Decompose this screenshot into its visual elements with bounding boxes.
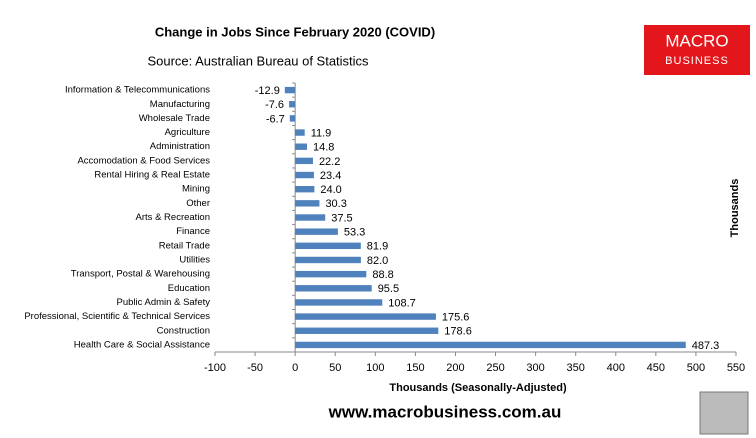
y-tick-label: Utilities	[179, 254, 210, 265]
bar	[295, 299, 383, 306]
bar	[295, 129, 305, 136]
y-tick-label: Rental Hiring & Real Estate	[94, 170, 210, 181]
data-label: 11.9	[311, 127, 332, 139]
bar	[295, 200, 320, 207]
y-tick-label: Arts & Recreation	[136, 212, 210, 223]
y-tick-label: Other	[186, 198, 210, 209]
bar	[289, 101, 296, 108]
bar	[295, 143, 308, 150]
x-tick-label: 50	[329, 362, 341, 374]
data-label: -6.7	[266, 113, 285, 125]
y-tick-label: Professional, Scientific & Technical Ser…	[24, 311, 210, 322]
bar	[295, 228, 338, 235]
y-tick-label: Education	[168, 283, 210, 294]
logo-text: MACRO	[665, 31, 728, 50]
data-label: 22.2	[319, 156, 340, 168]
y-tick-label: Information & Telecommunications	[65, 85, 210, 96]
x-tick-label: 200	[446, 362, 464, 374]
bar	[295, 270, 367, 278]
data-label: 178.6	[444, 326, 472, 338]
data-label: -12.9	[255, 85, 280, 97]
x-axis-title: Thousands (Seasonally-Adjusted)	[389, 382, 567, 394]
right-axis-title: Thousands	[729, 179, 741, 238]
data-label: 487.3	[692, 340, 720, 352]
data-label: 23.4	[320, 170, 341, 182]
chart-title: Change in Jobs Since February 2020 (COVI…	[155, 24, 435, 39]
bar	[295, 327, 439, 334]
footer: www.macrobusiness.com.au	[328, 402, 562, 421]
y-tick-label: Agriculture	[165, 127, 210, 138]
bar	[295, 313, 436, 320]
x-tick-label: -50	[247, 362, 263, 374]
data-label: 53.3	[344, 227, 365, 239]
data-label: 81.9	[367, 241, 388, 253]
y-tick-label: Finance	[176, 226, 210, 237]
y-tick-label: Health Care & Social Assistance	[74, 339, 210, 350]
x-tick-label: -100	[204, 362, 226, 374]
x-tick-label: 350	[567, 362, 585, 374]
data-label: 24.0	[320, 184, 341, 196]
x-tick-label: 500	[687, 362, 705, 374]
y-tick-label: Construction	[157, 325, 210, 336]
logo-box	[644, 25, 750, 75]
bar	[295, 185, 315, 193]
bar	[295, 341, 686, 349]
x-tick-label: 0	[292, 362, 298, 374]
bar	[289, 115, 296, 122]
y-tick-label: Transport, Postal & Warehousing	[71, 269, 210, 280]
bar	[284, 86, 296, 94]
y-tick-label: Manufacturing	[150, 99, 210, 110]
data-label: 175.6	[442, 312, 470, 324]
data-label: 30.3	[325, 198, 346, 210]
data-label: 14.8	[313, 142, 334, 154]
x-tick-label: 400	[607, 362, 625, 374]
bar	[295, 157, 313, 165]
data-label: 95.5	[378, 283, 399, 295]
bar	[295, 242, 361, 250]
bar	[295, 214, 326, 221]
y-tick-label: Mining	[182, 184, 210, 195]
y-tick-label: Retail Trade	[159, 240, 210, 251]
chart-subtitle: Source: Australian Bureau of Statistics	[147, 53, 369, 68]
data-label: 82.0	[367, 255, 388, 267]
x-tick-label: 550	[727, 362, 745, 374]
data-label: -7.6	[265, 99, 284, 111]
data-label: 37.5	[331, 212, 352, 224]
y-tick-label: Wholesale Trade	[139, 113, 210, 124]
x-tick-label: 450	[647, 362, 665, 374]
x-tick-label: 250	[486, 362, 504, 374]
data-label: 88.8	[372, 269, 393, 281]
x-tick-label: 150	[406, 362, 424, 374]
x-tick-label: 300	[526, 362, 544, 374]
bar	[295, 285, 372, 292]
bar	[295, 256, 361, 264]
x-tick-label: 100	[366, 362, 384, 374]
y-tick-label: Accomodation & Food Services	[77, 155, 210, 166]
y-tick-label: Administration	[150, 141, 210, 152]
bar	[295, 171, 314, 179]
logo-text: BUSINESS	[665, 55, 729, 67]
fox-logo	[699, 391, 749, 435]
data-label: 108.7	[388, 297, 416, 309]
y-tick-label: Public Admin & Safety	[117, 297, 211, 308]
